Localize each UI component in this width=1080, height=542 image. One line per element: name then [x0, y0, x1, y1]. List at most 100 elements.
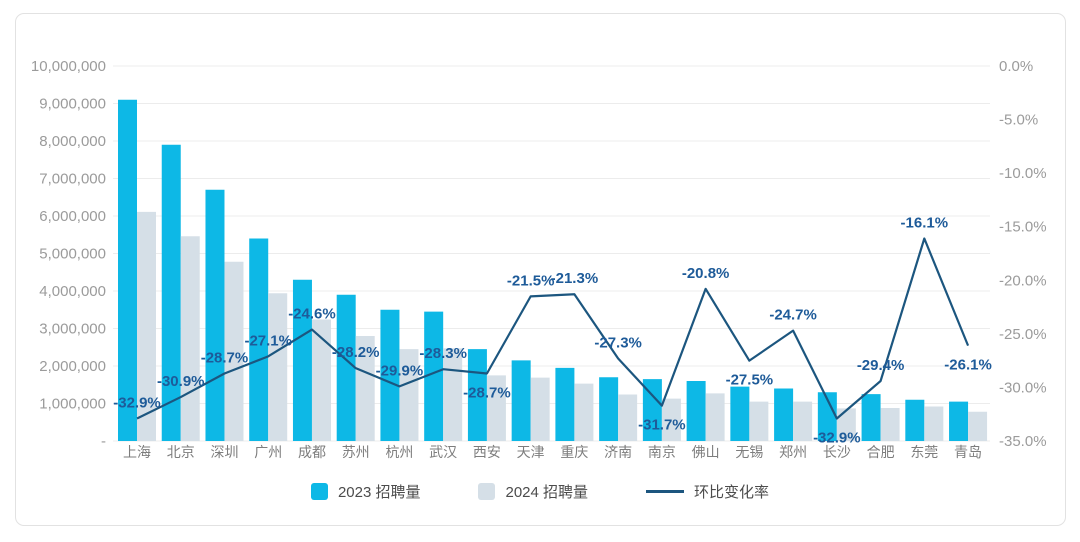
bar-2023: [424, 311, 444, 441]
change-rate-label: -32.9%: [113, 395, 161, 412]
bar-2024: [486, 375, 506, 441]
x-axis-label: 深圳: [210, 444, 238, 460]
bar-2024: [311, 319, 331, 441]
bar-2023: [949, 401, 969, 441]
y-axis-tick-left: 6,000,000: [39, 208, 106, 225]
bar-2024: [661, 398, 681, 441]
x-axis-label: 武汉: [429, 444, 457, 460]
change-rate-label: -24.6%: [288, 306, 336, 323]
change-rate-label: -29.9%: [376, 362, 424, 379]
change-rate-label: -31.7%: [638, 417, 686, 434]
change-rate-label: -32.9%: [813, 430, 861, 447]
y-axis-tick-left: 4,000,000: [39, 283, 106, 300]
y-axis-tick-right: -30.0%: [999, 379, 1047, 396]
bar-2024: [137, 211, 156, 441]
bar-2024: [268, 293, 288, 441]
bar-2024: [836, 408, 856, 441]
bar-2023: [161, 144, 181, 441]
legend-label-change-rate: 环比变化率: [694, 484, 770, 501]
change-rate-label: -30.9%: [157, 373, 205, 390]
y-axis-tick-left: 1,000,000: [39, 396, 106, 413]
y-axis-tick-right: -5.0%: [999, 112, 1038, 129]
chart-legend: 2023 招聘量 2024 招聘量 环比变化率: [0, 481, 1080, 502]
x-axis-label: 成都: [298, 444, 326, 460]
x-axis-label: 青岛: [954, 444, 982, 460]
x-axis-label: 南京: [648, 444, 676, 460]
bar-2023: [555, 367, 575, 441]
y-axis-tick-left: 7,000,000: [39, 171, 106, 188]
change-rate-label: -20.8%: [682, 265, 730, 282]
x-axis-label: 西安: [473, 444, 501, 460]
y-axis-tick-left: 2,000,000: [39, 358, 106, 375]
bar-2023: [861, 394, 881, 441]
legend-item-change-rate: 环比变化率: [646, 481, 769, 502]
change-rate-label: -16.1%: [901, 215, 949, 232]
x-axis-label: 长沙: [823, 444, 851, 460]
bar-2023: [730, 386, 750, 441]
y-axis-tick-left: 5,000,000: [39, 246, 106, 263]
bar-2023: [599, 377, 619, 441]
bar-2024: [355, 336, 375, 441]
bar-2024: [574, 383, 594, 441]
bar-2023: [205, 189, 225, 441]
y-axis-tick-right: 0.0%: [999, 58, 1033, 75]
change-rate-label: -28.7%: [463, 385, 511, 402]
legend-label-2023: 2023 招聘量: [337, 484, 421, 501]
y-axis-tick-right: -20.0%: [999, 272, 1047, 289]
bar-2023: [511, 360, 531, 441]
bar-2023: [380, 309, 400, 441]
y-axis-tick-right: -35.0%: [999, 433, 1047, 450]
x-axis-label: 天津: [517, 444, 545, 460]
bar-2024: [880, 408, 900, 441]
x-axis-label: 无锡: [735, 444, 763, 460]
bar-2024: [224, 261, 244, 441]
change-rate-label: -27.1%: [244, 332, 292, 349]
x-axis-label: 济南: [604, 444, 632, 460]
bar-2023: [774, 388, 794, 441]
legend-item-2023: 2023 招聘量: [310, 481, 421, 502]
bar-2024: [530, 377, 550, 441]
x-axis-label: 广州: [254, 444, 282, 460]
legend-line-icon: [646, 490, 685, 493]
bar-2024: [180, 236, 200, 441]
y-axis-tick-left: 8,000,000: [39, 133, 106, 150]
change-rate-label: -29.4%: [857, 357, 905, 374]
bar-2024: [924, 406, 944, 441]
x-axis-label: 杭州: [385, 444, 413, 460]
x-axis-label: 重庆: [560, 444, 588, 460]
change-rate-label: -21.3%: [551, 270, 599, 287]
legend-swatch-2023-icon: [310, 483, 328, 500]
change-rate-label: -26.1%: [944, 357, 992, 374]
legend-label-2024: 2024 招聘量: [505, 484, 589, 501]
bar-2023: [905, 399, 925, 441]
bar-2024: [968, 411, 988, 441]
bar-2023: [642, 379, 662, 441]
x-axis-label: 郑州: [779, 444, 807, 460]
legend-swatch-2024-icon: [478, 483, 496, 500]
x-axis-label: 佛山: [692, 444, 720, 460]
x-axis-label: 东莞: [910, 444, 938, 460]
y-axis-tick-left: 10,000,000: [31, 58, 106, 75]
change-rate-label: -28.3%: [419, 345, 467, 362]
change-rate-label: -27.3%: [594, 335, 642, 352]
bar-2023: [686, 381, 706, 441]
change-rate-label: -27.5%: [726, 372, 774, 389]
bar-2024: [618, 394, 638, 441]
bar-2024: [443, 348, 463, 441]
y-axis-tick-left: -: [101, 433, 106, 450]
bar-2024: [705, 393, 725, 441]
bar-2024: [399, 349, 419, 441]
bar-2023: [817, 392, 837, 441]
bar-2023: [336, 294, 356, 441]
bar-2023: [118, 99, 137, 441]
x-axis-label: 北京: [167, 444, 195, 460]
change-rate-label: -28.7%: [201, 350, 249, 367]
x-axis-label: 上海: [123, 444, 151, 460]
change-rate-label: -21.5%: [507, 272, 555, 289]
change-rate-label: -28.2%: [332, 344, 380, 361]
x-axis-label: 苏州: [342, 444, 370, 460]
bar-2023: [249, 238, 269, 441]
bar-2023: [292, 279, 312, 441]
y-axis-tick-right: -25.0%: [999, 326, 1047, 343]
